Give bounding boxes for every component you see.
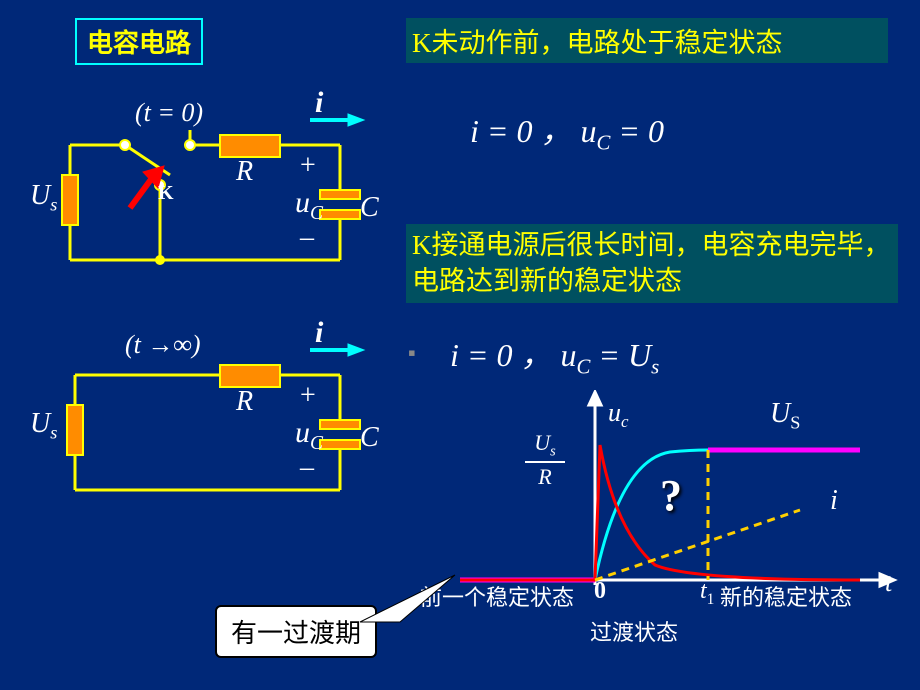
- graph-t1: t1: [700, 578, 714, 609]
- c1-minus: –: [300, 222, 314, 254]
- graph-x-label: t: [885, 568, 892, 598]
- graph-y-label: uc: [608, 398, 629, 432]
- c1-Us-label: Us: [30, 180, 57, 216]
- statement-after-switch: K接通电源后很长时间，电容充电完毕，电路达到新的稳定状态: [406, 224, 898, 303]
- graph-question-mark: ?: [660, 470, 682, 521]
- c2-R-label: R: [236, 386, 253, 418]
- state-label-trans: 过渡状态: [590, 615, 678, 647]
- c1-time-label: (t = 0): [135, 98, 203, 128]
- c2-time-label: (t →∞): [125, 330, 201, 360]
- bullet-marker: ▪: [408, 340, 416, 366]
- c1-R-label: R: [236, 156, 253, 188]
- c1-C-label: C: [360, 192, 379, 224]
- c2-plus: +: [300, 380, 316, 412]
- callout-pointer: [355, 570, 475, 625]
- c2-Us-label: Us: [30, 408, 57, 444]
- c2-i-label: i: [315, 316, 323, 350]
- callout-transition: 有一过渡期: [215, 605, 377, 658]
- graph-i-label: i: [830, 485, 838, 517]
- state-label-new: 新的稳定状态: [720, 580, 852, 612]
- equation-final: i = 0 ， uC = Us: [450, 330, 659, 379]
- c2-minus: –: [300, 452, 314, 484]
- title-box: 电容电路: [75, 18, 203, 65]
- c1-i-label: i: [315, 86, 323, 120]
- circuit-2: [30, 320, 390, 510]
- c1-uC-label: uC: [295, 186, 323, 225]
- statement-before-switch: K未动作前，电路处于稳定状态: [406, 18, 888, 63]
- circuit-1: [30, 90, 390, 280]
- c1-plus: +: [300, 150, 316, 182]
- graph-UsR-fraction: Us R: [525, 430, 565, 490]
- graph-origin: 0: [594, 578, 606, 605]
- c2-C-label: C: [360, 422, 379, 454]
- equation-initial: i = 0 ， uC = 0: [470, 106, 664, 155]
- c2-uC-label: uC: [295, 416, 323, 455]
- graph-US-label: US: [770, 398, 800, 434]
- c1-K-label: K: [158, 182, 174, 205]
